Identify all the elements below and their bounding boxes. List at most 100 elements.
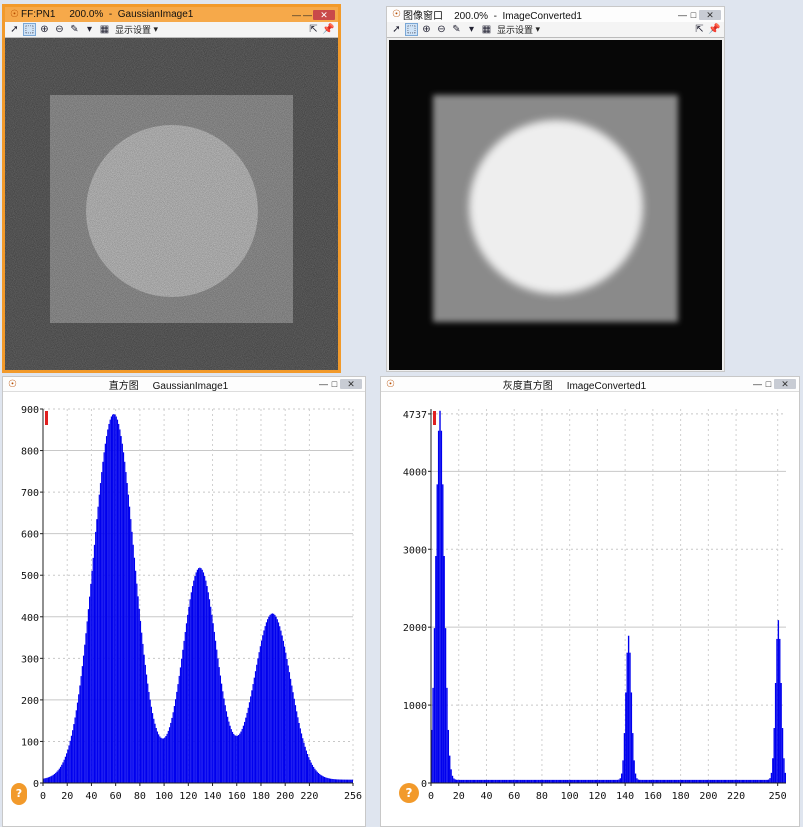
pin-icon[interactable]: 📌	[708, 24, 721, 35]
histogram-bar	[304, 746, 306, 783]
histogram-bar	[609, 779, 612, 783]
y-tick-label: 100	[21, 737, 39, 748]
x-tick-label: 180	[672, 791, 690, 802]
x-tick-label: 220	[300, 791, 318, 802]
histogram-bar	[273, 613, 275, 783]
histogram-bar	[293, 698, 295, 783]
select-tool-icon[interactable]: ⬚	[405, 23, 418, 36]
pen-tool-icon[interactable]: ✎	[70, 24, 79, 35]
histogram-bar	[89, 596, 91, 783]
histogram-bar	[50, 776, 52, 783]
histogram-bar	[263, 630, 265, 783]
help-icon[interactable]: ?	[11, 783, 27, 805]
display-settings-dropdown[interactable]: 显示设置 ▾	[497, 24, 541, 35]
source-titlebar[interactable]: ☉ FF:PN1 200.0% - GaussianImage1 — — ✕	[5, 7, 338, 22]
histogram-bar	[498, 779, 501, 783]
minimize-button[interactable]: —	[753, 379, 762, 389]
display-settings-icon[interactable]: ▦	[99, 24, 110, 35]
histogram-bar	[158, 734, 160, 783]
histogram-bar	[211, 614, 213, 783]
pointer-tool-icon[interactable]: ➚	[10, 24, 19, 35]
histogram-bar	[582, 779, 584, 783]
converted-titlebar[interactable]: ☉ 图像窗口 200.0% - ImageConverted1 — □ ✕	[387, 7, 724, 22]
histogram-bar	[344, 779, 346, 783]
dropdown-arrow-icon[interactable]: ▾	[86, 24, 93, 35]
histogram-bar	[227, 716, 229, 783]
source-image-canvas[interactable]	[5, 38, 338, 370]
histogram-bar	[447, 729, 450, 783]
display-settings-icon[interactable]: ▦	[481, 24, 492, 35]
histogram-bar	[113, 413, 115, 783]
histogram-bar	[236, 735, 238, 783]
histogram-bar	[654, 779, 656, 783]
histogram-2-titlebar[interactable]: ☉ 灰度直方图 ImageConverted1 — □ ✕	[381, 377, 799, 392]
fit-icon[interactable]: ⇱	[309, 24, 318, 35]
histogram-window-1[interactable]: ☉ 直方图 GaussianImage1 — □ ✕ 0 100 200 300 400…	[2, 376, 366, 827]
histogram-bar	[237, 735, 240, 783]
source-image-window[interactable]: ☉ FF:PN1 200.0% - GaussianImage1 — — ✕ ➚…	[2, 4, 341, 373]
histogram-bar	[615, 779, 617, 783]
pen-tool-icon[interactable]: ✎	[452, 24, 461, 35]
histogram-bar	[532, 779, 534, 783]
histogram-bar	[500, 779, 502, 783]
histogram-bar	[190, 592, 192, 783]
histogram-bar	[314, 768, 316, 783]
maximize-button[interactable]: □	[331, 379, 338, 389]
minimize-button[interactable]: —	[678, 9, 687, 20]
histogram-bar	[734, 779, 737, 783]
pin-icon[interactable]: 📌	[322, 24, 335, 35]
zoom-out-icon[interactable]: ⊖	[55, 24, 64, 35]
histogram-bar	[779, 638, 781, 783]
close-button[interactable]: ✕	[313, 9, 335, 20]
histogram-bar	[49, 776, 51, 783]
histogram-bar	[561, 779, 563, 783]
histogram-bar	[87, 609, 90, 783]
histogram-bar	[182, 649, 184, 783]
maximize-button[interactable]: □	[690, 9, 697, 20]
close-button[interactable]: ✕	[340, 379, 362, 389]
pointer-tool-icon[interactable]: ➚	[392, 24, 401, 35]
histogram-bar	[269, 614, 271, 783]
histogram-bar	[669, 779, 671, 783]
close-button[interactable]: ✕	[699, 9, 721, 20]
y-tick-label: 300	[21, 654, 39, 665]
histogram-bar	[590, 779, 592, 783]
histogram-bar	[75, 710, 77, 783]
zoom-out-icon[interactable]: ⊖	[437, 24, 446, 35]
histogram-bar	[659, 779, 662, 783]
histogram-window-2[interactable]: ☉ 灰度直方图 ImageConverted1 — □ ✕ 0 1000 2000 3…	[380, 376, 800, 827]
histogram-bar	[64, 756, 67, 783]
histogram-1-titlebar[interactable]: ☉ 直方图 GaussianImage1 — □ ✕	[3, 377, 365, 392]
converted-image-window[interactable]: ☉ 图像窗口 200.0% - ImageConverted1 — □ ✕ ➚ …	[386, 6, 725, 372]
zoom-in-icon[interactable]: ⊕	[40, 24, 49, 35]
histogram-bar	[308, 757, 310, 783]
histogram-bar	[309, 760, 311, 783]
histogram-bar	[644, 779, 646, 783]
histogram-bar	[325, 777, 327, 783]
converted-image-canvas[interactable]	[389, 40, 722, 370]
histogram-bar	[637, 779, 640, 783]
threshold-marker-low[interactable]	[433, 411, 436, 425]
histogram-bar	[153, 718, 155, 783]
minimize-button[interactable]: —	[319, 379, 328, 389]
maximize-button[interactable]: □	[765, 379, 772, 389]
minimize-button[interactable]: —	[292, 9, 301, 20]
histogram-bar	[763, 779, 766, 783]
histogram-bar	[279, 626, 281, 783]
zoom-in-icon[interactable]: ⊕	[422, 24, 431, 35]
histogram-bar	[85, 633, 87, 783]
x-tick-label: 120	[588, 791, 606, 802]
histogram-bar	[283, 646, 286, 783]
close-button[interactable]: ✕	[774, 379, 796, 389]
histogram-bar	[607, 779, 609, 783]
help-icon[interactable]: ?	[399, 783, 419, 803]
threshold-marker-low[interactable]	[45, 411, 48, 425]
display-settings-dropdown[interactable]: 显示设置 ▾	[115, 24, 159, 35]
fit-icon[interactable]: ⇱	[695, 24, 704, 35]
histogram-bar	[663, 779, 666, 783]
maximize-button[interactable]: —	[303, 9, 312, 20]
dropdown-arrow-icon[interactable]: ▾	[468, 24, 475, 35]
histogram-bar	[558, 779, 560, 783]
histogram-bar	[568, 779, 570, 783]
select-tool-icon[interactable]: ⬚	[23, 23, 36, 36]
